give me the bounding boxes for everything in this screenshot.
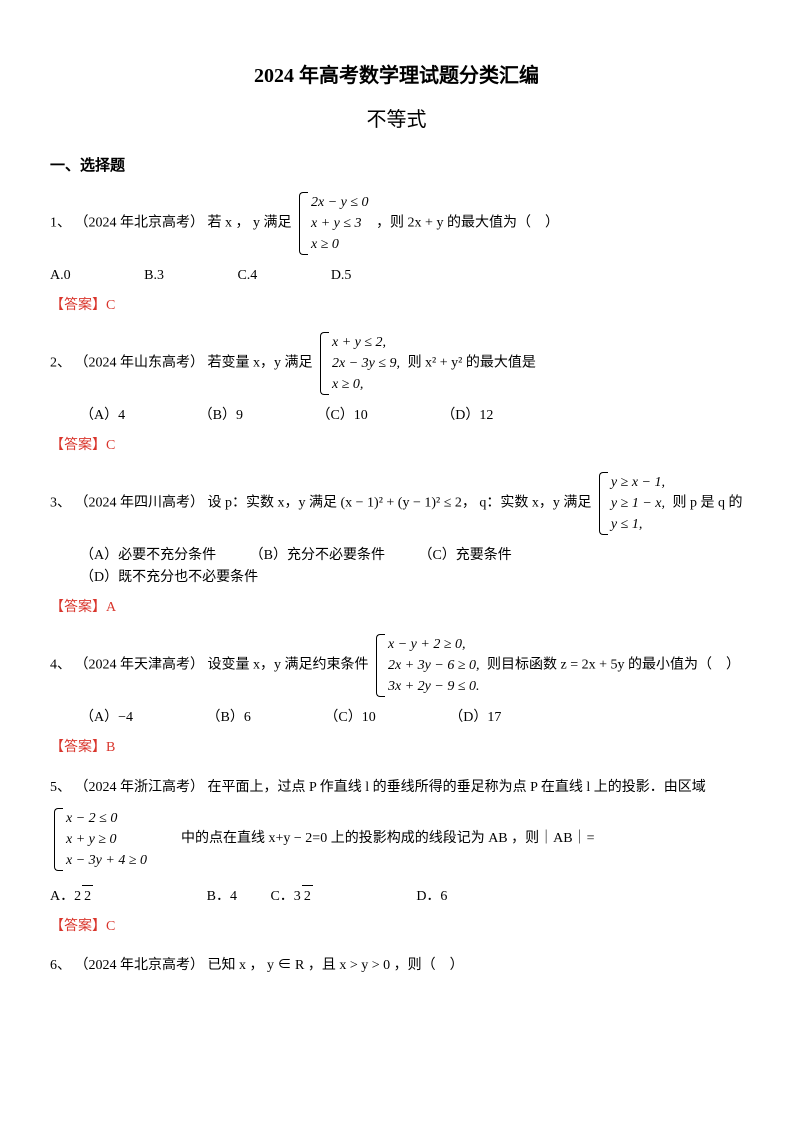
option-b: B.3 xyxy=(144,265,164,287)
question-source: （2024 年山东高考） xyxy=(75,356,205,371)
question-5-block: x − 2 ≤ 0 x + y ≥ 0 x − 3y + 4 ≥ 0 中的点在直… xyxy=(50,808,743,871)
constraint-row: 2x − y ≤ 0 xyxy=(311,192,369,213)
question-source: （2024 年四川高考） xyxy=(75,495,205,510)
question-2: 2、 （2024 年山东高考） 若变量 x，y 满足 x + y ≤ 2, 2x… xyxy=(50,332,743,395)
question-4: 4、 （2024 年天津高考） 设变量 x，y 满足约束条件 x − y + 2… xyxy=(50,634,743,697)
answer-label: 【答案】C xyxy=(50,295,743,317)
constraint-block: x − y + 2 ≥ 0, 2x + 3y − 6 ≥ 0, 3x + 2y … xyxy=(376,634,480,697)
question-number: 1、 xyxy=(50,216,71,231)
options-row: （A）−4 （B）6 （C）10 （D）17 xyxy=(80,707,743,729)
question-3: 3、 （2024 年四川高考） 设 p：实数 x，y 满足 (x − 1)² +… xyxy=(50,472,743,535)
option-b: （B）9 xyxy=(199,405,243,427)
constraint-row: 2x − 3y ≤ 9, xyxy=(332,353,400,374)
page-title: 2024 年高考数学理试题分类汇编 xyxy=(50,60,743,92)
constraint-block: x + y ≤ 2, 2x − 3y ≤ 9, x ≥ 0, xyxy=(320,332,400,395)
answer-prefix: 【答案】 xyxy=(50,600,106,615)
answer-label: 【答案】B xyxy=(50,737,743,759)
section-header: 一、选择题 xyxy=(50,154,743,178)
question-stem-before: 若 x ， y 满足 xyxy=(208,216,292,231)
answer-value: A xyxy=(106,600,116,615)
options-row: A.0 B.3 C.4 D.5 xyxy=(50,265,743,287)
constraint-row: 2x + 3y − 6 ≥ 0, xyxy=(388,655,480,676)
question-stem-after: 中的点在直线 x+y − 2=0 上的投影构成的线段记为 AB ，则｜AB｜= xyxy=(181,828,594,850)
constraint-row: x − 2 ≤ 0 xyxy=(66,808,147,829)
answer-prefix: 【答案】 xyxy=(50,740,106,755)
question-stem-after: 则 x² + y² 的最大值是 xyxy=(408,356,536,371)
question-source: （2024 年浙江高考） xyxy=(75,780,205,795)
question-stem-after: ，则 2x + y 的最大值为（ ） xyxy=(376,216,559,231)
question-number: 6、 xyxy=(50,958,71,973)
constraint-row: 3x + 2y − 9 ≤ 0. xyxy=(388,676,480,697)
question-source: （2024 年天津高考） xyxy=(75,657,205,672)
question-stem-before: 设 p：实数 x，y 满足 (x − 1)² + (y − 1)² ≤ 2， q… xyxy=(208,495,592,510)
option-a: （A）−4 xyxy=(80,707,133,729)
options-row: （A）4 （B）9 （C）10 （D）12 xyxy=(80,405,743,427)
question-number: 5、 xyxy=(50,780,71,795)
option-d: （D）17 xyxy=(449,707,501,729)
option-c: （C）10 xyxy=(324,707,375,729)
constraint-row: x − 3y + 4 ≥ 0 xyxy=(66,850,147,871)
question-1: 1、 （2024 年北京高考） 若 x ， y 满足 2x − y ≤ 0 x … xyxy=(50,192,743,255)
question-number: 4、 xyxy=(50,657,71,672)
question-source: （2024 年北京高考） xyxy=(75,958,205,973)
option-d: （D）12 xyxy=(441,405,493,427)
option-c: C．32 xyxy=(270,885,382,908)
option-c: （C）充要条件 xyxy=(418,545,511,567)
question-stem-after: 则 p 是 q 的 xyxy=(672,495,742,510)
option-a: A．22 xyxy=(50,885,163,908)
constraint-row: x − y + 2 ≥ 0, xyxy=(388,634,480,655)
constraint-row: y ≥ x − 1, xyxy=(611,472,665,493)
option-b: B．4 xyxy=(207,886,237,908)
answer-value: C xyxy=(106,298,115,313)
answer-prefix: 【答案】 xyxy=(50,438,106,453)
question-stem: 已知 x ， y ∈ R ，且 x > y > 0 ，则（ ） xyxy=(208,958,464,973)
constraint-row: x ≥ 0, xyxy=(332,374,400,395)
constraint-block: 2x − y ≤ 0 x + y ≤ 3 x ≥ 0 xyxy=(299,192,369,255)
option-d: D.5 xyxy=(331,265,352,287)
option-d: （D）既不充分也不必要条件 xyxy=(80,567,258,589)
option-a: A.0 xyxy=(50,265,71,287)
answer-value: B xyxy=(106,740,115,755)
constraint-block: y ≥ x − 1, y ≥ 1 − x, y ≤ 1, xyxy=(599,472,665,535)
option-d: D．6 xyxy=(416,886,447,908)
question-5: 5、 （2024 年浙江高考） 在平面上，过点 P 作直线 l 的垂线所得的垂足… xyxy=(50,774,743,802)
options-row: A．22 B．4 C．32 D．6 xyxy=(50,885,743,908)
answer-label: 【答案】C xyxy=(50,916,743,938)
constraint-row: x + y ≤ 2, xyxy=(332,332,400,353)
question-number: 2、 xyxy=(50,356,71,371)
constraint-row: x ≥ 0 xyxy=(311,234,369,255)
question-stem-before: 在平面上，过点 P 作直线 l 的垂线所得的垂足称为点 P 在直线 l 上的投影… xyxy=(208,780,706,795)
question-source: （2024 年北京高考） xyxy=(75,216,205,231)
option-b: （B）6 xyxy=(207,707,251,729)
options-row: （A）必要不充分条件 （B）充分不必要条件 （C）充要条件 （D）既不充分也不必… xyxy=(80,545,743,590)
answer-prefix: 【答案】 xyxy=(50,919,106,934)
option-a: （A）必要不充分条件 xyxy=(80,545,216,567)
constraint-block: x − 2 ≤ 0 x + y ≥ 0 x − 3y + 4 ≥ 0 xyxy=(54,808,147,871)
question-stem-before: 设变量 x，y 满足约束条件 xyxy=(208,657,369,672)
constraint-row: y ≤ 1, xyxy=(611,514,665,535)
constraint-row: x + y ≤ 3 xyxy=(311,213,369,234)
answer-prefix: 【答案】 xyxy=(50,298,106,313)
answer-value: C xyxy=(106,438,115,453)
question-stem-before: 若变量 x，y 满足 xyxy=(208,356,313,371)
option-b: （B）充分不必要条件 xyxy=(250,545,385,567)
answer-value: C xyxy=(106,919,115,934)
option-c: （C）10 xyxy=(316,405,367,427)
constraint-row: x + y ≥ 0 xyxy=(66,829,147,850)
option-c: C.4 xyxy=(237,265,257,287)
answer-label: 【答案】A xyxy=(50,597,743,619)
answer-label: 【答案】C xyxy=(50,435,743,457)
page-subtitle: 不等式 xyxy=(50,104,743,136)
option-a: （A）4 xyxy=(80,405,125,427)
question-6: 6、 （2024 年北京高考） 已知 x ， y ∈ R ，且 x > y > … xyxy=(50,952,743,980)
question-number: 3、 xyxy=(50,495,71,510)
question-stem-after: 则目标函数 z = 2x + 5y 的最小值为（ ） xyxy=(487,657,740,672)
constraint-row: y ≥ 1 − x, xyxy=(611,493,665,514)
